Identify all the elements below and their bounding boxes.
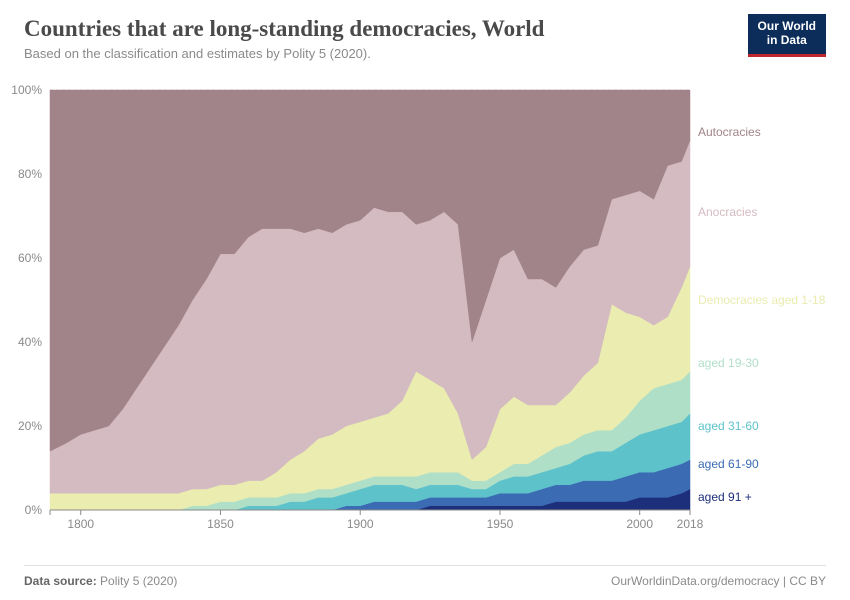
- owid-logo: Our World in Data: [748, 14, 826, 57]
- svg-text:1950: 1950: [487, 517, 514, 531]
- chart-area: 0%20%40%60%80%100%1800185019001950200020…: [50, 90, 690, 530]
- attribution: OurWorldinData.org/democracy | CC BY: [611, 574, 826, 588]
- data-source-value: Polity 5 (2020): [100, 574, 177, 588]
- data-source: Data source: Polity 5 (2020): [24, 574, 177, 588]
- page-subtitle: Based on the classification and estimate…: [24, 46, 826, 61]
- svg-text:2000: 2000: [626, 517, 653, 531]
- svg-text:20%: 20%: [18, 419, 42, 433]
- series-label-aged_91_plus: aged 91 +: [698, 490, 828, 504]
- page-title: Countries that are long-standing democra…: [24, 16, 826, 42]
- svg-text:80%: 80%: [18, 167, 42, 181]
- svg-text:100%: 100%: [11, 83, 42, 97]
- logo-line-1: Our World: [758, 20, 816, 34]
- series-label-aged_61_90: aged 61-90: [698, 457, 828, 471]
- svg-text:1800: 1800: [67, 517, 94, 531]
- svg-text:60%: 60%: [18, 251, 42, 265]
- svg-text:40%: 40%: [18, 335, 42, 349]
- svg-text:2018: 2018: [677, 517, 704, 531]
- logo-line-2: in Data: [758, 34, 816, 48]
- data-source-label: Data source:: [24, 574, 97, 588]
- footer: Data source: Polity 5 (2020) OurWorldinD…: [24, 565, 826, 588]
- series-label-dem_1_18: Democracies aged 1-18: [698, 293, 828, 307]
- series-label-aged_31_60: aged 31-60: [698, 419, 828, 433]
- series-label-aged_19_30: aged 19-30: [698, 356, 828, 370]
- series-label-autocracies: Autocracies: [698, 125, 828, 139]
- svg-text:1900: 1900: [347, 517, 374, 531]
- stacked-area-chart: 0%20%40%60%80%100%1800185019001950200020…: [50, 90, 690, 530]
- series-label-anocracies: Anocracies: [698, 205, 828, 219]
- svg-text:1850: 1850: [207, 517, 234, 531]
- svg-text:0%: 0%: [25, 503, 43, 517]
